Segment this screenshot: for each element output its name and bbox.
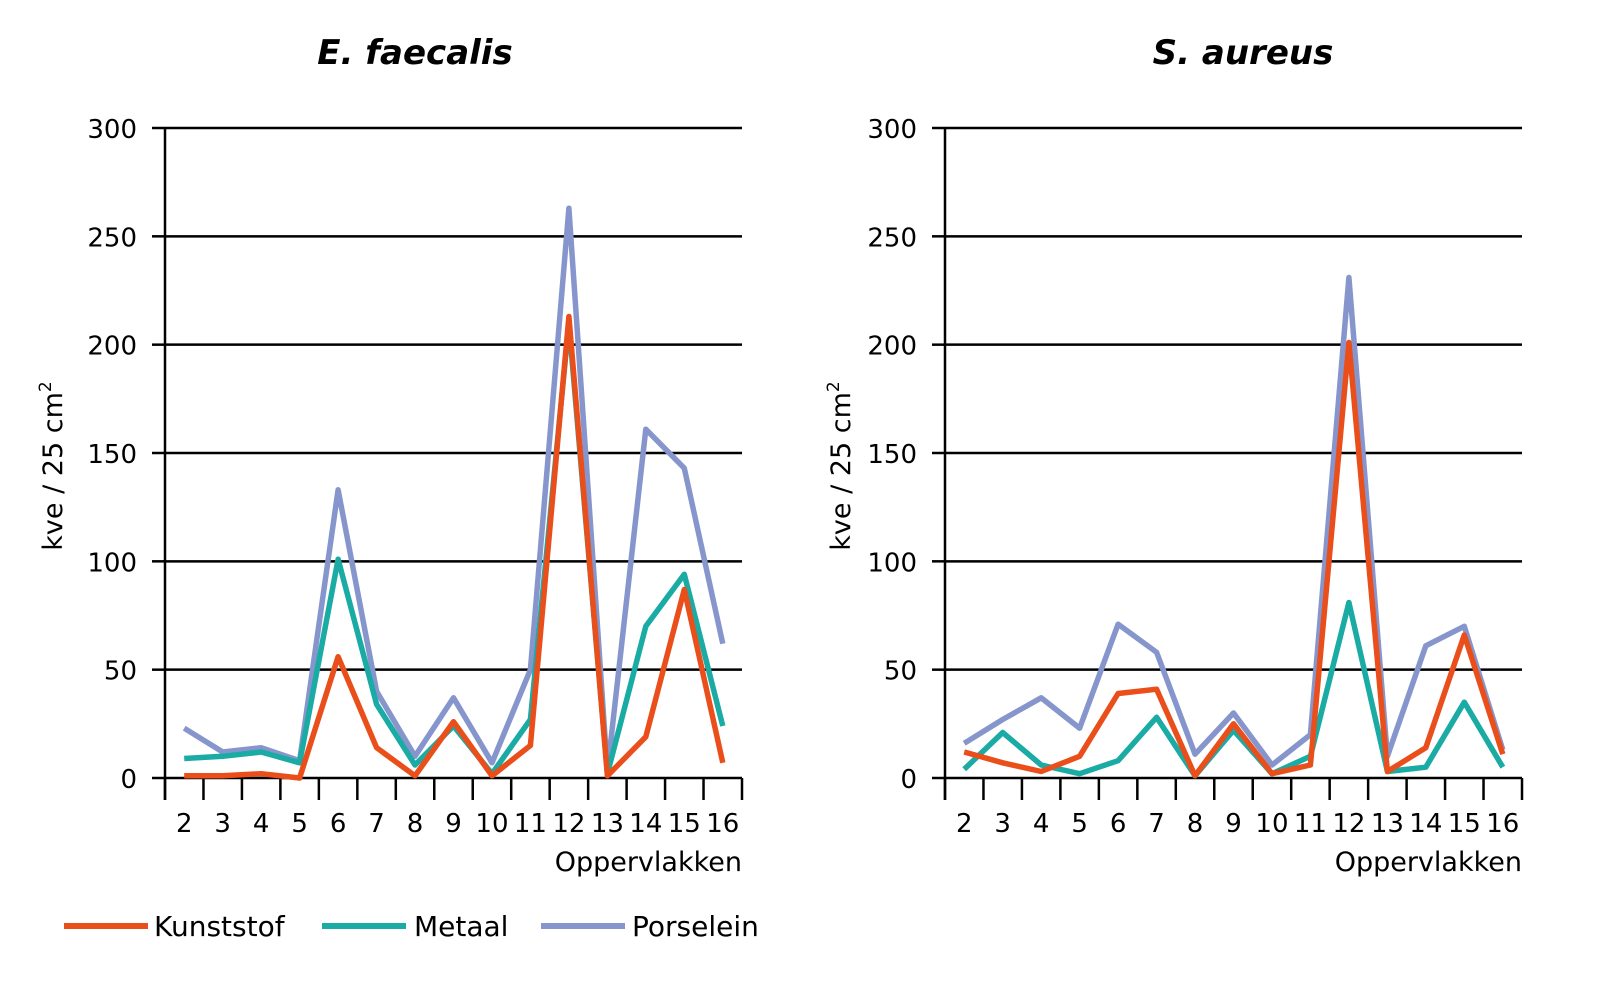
y-tick-label: 50 xyxy=(884,657,917,687)
y-tick-label: 50 xyxy=(104,657,137,687)
x-tick-label: 11 xyxy=(514,809,547,839)
y-tick-label: 150 xyxy=(867,440,917,470)
x-tick-label: 2 xyxy=(176,809,193,839)
y-axis-label: kve / 25 cm2 xyxy=(36,381,69,550)
x-tick-label: 4 xyxy=(253,809,270,839)
legend-item-porselein: Porselein xyxy=(541,910,759,943)
x-tick-label: 12 xyxy=(552,809,585,839)
y-tick-label: 0 xyxy=(120,765,137,795)
x-tick-label: 13 xyxy=(591,809,624,839)
x-tick-label: 4 xyxy=(1033,809,1050,839)
x-tick-label: 2 xyxy=(956,809,973,839)
legend-item-kunststof: Kunststof xyxy=(64,910,286,943)
x-tick-label: 15 xyxy=(668,809,701,839)
x-tick-label: 10 xyxy=(1255,809,1288,839)
x-axis-label: Oppervlakken xyxy=(1335,847,1522,878)
x-tick-label: 8 xyxy=(407,809,424,839)
x-tick-label: 13 xyxy=(1371,809,1404,839)
x-tick-label: 7 xyxy=(368,809,385,839)
legend: Kunststof Metaal Porselein xyxy=(64,910,759,943)
legend-item-metaal: Metaal xyxy=(322,910,508,943)
x-tick-label: 9 xyxy=(1225,809,1242,839)
x-tick-label: 16 xyxy=(706,809,739,839)
y-tick-label: 300 xyxy=(867,115,917,145)
x-tick-label: 3 xyxy=(214,809,231,839)
x-tick-label: 8 xyxy=(1187,809,1204,839)
x-tick-label: 12 xyxy=(1332,809,1365,839)
x-tick-label: 15 xyxy=(1448,809,1481,839)
x-tick-label: 14 xyxy=(629,809,662,839)
x-tick-label: 14 xyxy=(1409,809,1442,839)
x-tick-label: 5 xyxy=(291,809,308,839)
legend-label: Kunststof xyxy=(154,910,286,943)
y-tick-label: 300 xyxy=(87,115,137,145)
chart-title: S. aureus xyxy=(1153,33,1334,73)
chart-title: E. faecalis xyxy=(317,33,512,73)
y-tick-label: 250 xyxy=(87,223,137,253)
x-tick-label: 6 xyxy=(1110,809,1127,839)
y-tick-label: 100 xyxy=(87,548,137,578)
series-line-kunststof xyxy=(184,313,726,781)
legend-label: Porselein xyxy=(632,910,759,943)
series-line-porselein xyxy=(182,205,726,775)
x-tick-label: 3 xyxy=(994,809,1011,839)
y-tick-label: 200 xyxy=(867,332,917,362)
x-tick-label: 5 xyxy=(1071,809,1088,839)
legend-label: Metaal xyxy=(414,910,508,943)
x-tick-label: 9 xyxy=(445,809,462,839)
y-tick-label: 200 xyxy=(87,332,137,362)
series-line-porselein xyxy=(962,274,1506,768)
x-axis-label: Oppervlakken xyxy=(555,847,742,878)
y-axis-label: kve / 25 cm2 xyxy=(824,381,857,550)
x-tick-label: 11 xyxy=(1294,809,1327,839)
series-line-kunststof xyxy=(963,339,1506,779)
y-tick-label: 150 xyxy=(87,440,137,470)
x-tick-label: 6 xyxy=(330,809,347,839)
y-tick-label: 0 xyxy=(900,765,917,795)
series-line-metaal xyxy=(184,320,726,777)
x-tick-label: 16 xyxy=(1486,809,1519,839)
y-tick-label: 100 xyxy=(867,548,917,578)
x-tick-label: 7 xyxy=(1148,809,1165,839)
x-tick-label: 10 xyxy=(475,809,508,839)
y-tick-label: 250 xyxy=(867,223,917,253)
